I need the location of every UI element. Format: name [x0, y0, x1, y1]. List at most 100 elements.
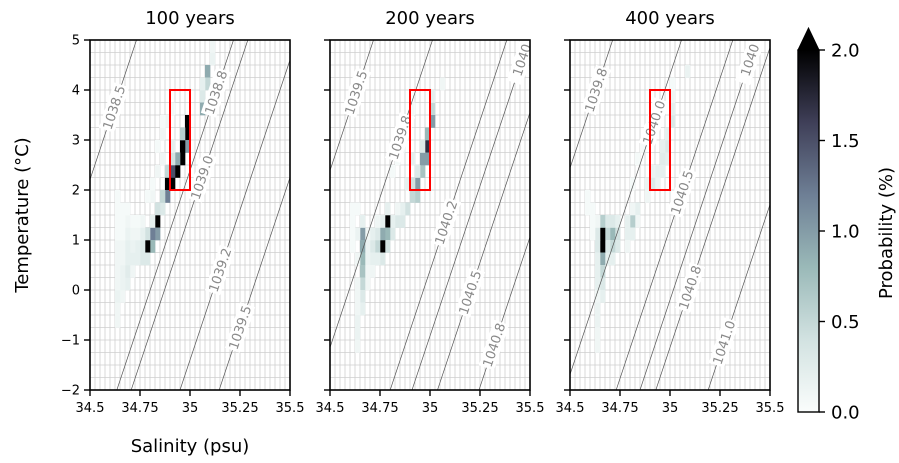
contour-label: 1040 [739, 42, 764, 78]
heatmap-cell [410, 152, 416, 166]
heatmap-cell [160, 152, 166, 166]
heatmap-cell [155, 202, 161, 216]
heatmap-cell [150, 190, 156, 203]
heatmap-cell [180, 152, 186, 166]
heatmap-cell [390, 215, 396, 228]
heatmap-cell [355, 302, 361, 316]
heatmap-cell [355, 252, 361, 266]
heatmap-cell [375, 215, 381, 228]
x-tick-label: 34.75 [361, 401, 398, 416]
heatmap-cell [140, 240, 146, 253]
heatmap-cell [145, 240, 151, 253]
heatmap-cell [130, 252, 136, 266]
heatmap-cell [355, 315, 361, 328]
heatmap-cell [115, 302, 121, 316]
heatmap-cell [600, 290, 606, 303]
target-box [409, 89, 431, 191]
heatmap-cell [650, 177, 656, 191]
x-tick-label: 34.5 [76, 401, 105, 416]
heatmap-cell [115, 265, 121, 278]
contour-label-bg [98, 82, 130, 133]
heatmap-cell [640, 140, 646, 153]
contour-label-bg [384, 112, 416, 163]
heatmap-cell [655, 177, 661, 191]
contour-label: 1040.5 [669, 169, 698, 217]
heatmap-cell [170, 140, 176, 153]
heatmap-cell [120, 265, 126, 278]
contour-label-bg [674, 262, 706, 313]
heatmap-cell [595, 240, 601, 253]
heatmap-cell [615, 215, 621, 228]
heatmap-cell [635, 152, 641, 166]
contour-label: 1040 [511, 42, 536, 78]
heatmap-cell [375, 252, 381, 266]
heatmap-cell [605, 227, 611, 241]
heatmap-cell [630, 177, 636, 191]
heatmap-cell [665, 127, 671, 141]
contour-line [330, 40, 374, 172]
heatmap-cell [350, 202, 356, 216]
heatmap-cell [160, 115, 166, 128]
heatmap-cell [120, 227, 126, 241]
contour-line [179, 58, 290, 390]
heatmap-cell [380, 215, 386, 228]
heatmap-cell [370, 227, 376, 241]
colorbar-tick-label: 1.0 [831, 222, 860, 243]
heatmap-cell [385, 227, 391, 241]
heatmap-cell [125, 240, 131, 253]
heatmap-cell [585, 202, 591, 216]
x-tick-label: 34.75 [601, 401, 638, 416]
heatmap-cell [130, 240, 136, 253]
heatmap-cell [630, 202, 636, 216]
heatmap-cell [595, 340, 601, 353]
y-tick-label: −2 [61, 384, 80, 399]
heatmap-cell [365, 240, 371, 253]
heatmap-cell [350, 240, 356, 253]
heatmap-cell [365, 277, 371, 291]
heatmap-cell [390, 165, 396, 178]
heatmap-cell [385, 240, 391, 253]
heatmap-cell [590, 227, 596, 241]
contour-label-bg [186, 152, 218, 203]
heatmap-cell [375, 240, 381, 253]
contour-label-bg [708, 317, 740, 368]
y-tick-label: 0 [72, 284, 80, 299]
contour-label-bg [580, 64, 612, 116]
heatmap-cell [150, 215, 156, 228]
heatmap-cell [135, 252, 141, 266]
contour-label: 1039.2 [207, 246, 236, 294]
heatmap-cell [125, 277, 131, 291]
colorbar-tick-label: 0.5 [831, 312, 860, 333]
heatmap-cell [115, 252, 121, 266]
heatmap-cell [115, 277, 121, 291]
heatmap-cell [595, 215, 601, 228]
heatmap-cell [165, 115, 171, 128]
heatmap-cell [600, 240, 606, 253]
contour-label-bg [478, 319, 510, 371]
heatmap-cell [655, 165, 661, 178]
colorbar-tick-label: 1.5 [831, 131, 860, 152]
heatmap-cell [115, 215, 121, 228]
heatmap-cell [200, 77, 206, 91]
heatmap-cell [355, 327, 361, 341]
heatmap-cell [130, 227, 136, 241]
x-tick-label: 35.5 [516, 401, 545, 416]
heatmap-cell [355, 277, 361, 291]
heatmap-cell [415, 177, 421, 191]
heatmap-cell [600, 227, 606, 241]
heatmap-cell [150, 240, 156, 253]
heatmap-cell [430, 90, 436, 103]
x-tick-label: 35.5 [276, 401, 305, 416]
heatmap-cell [355, 290, 361, 303]
heatmap-cell [160, 127, 166, 141]
contour-label: 1040.2 [433, 199, 462, 247]
heatmap-cell [595, 227, 601, 241]
heatmap-cell [605, 252, 611, 266]
heatmap-cell [115, 190, 121, 203]
colorbar-extend-arrow [797, 26, 820, 51]
heatmap-cell [600, 277, 606, 291]
